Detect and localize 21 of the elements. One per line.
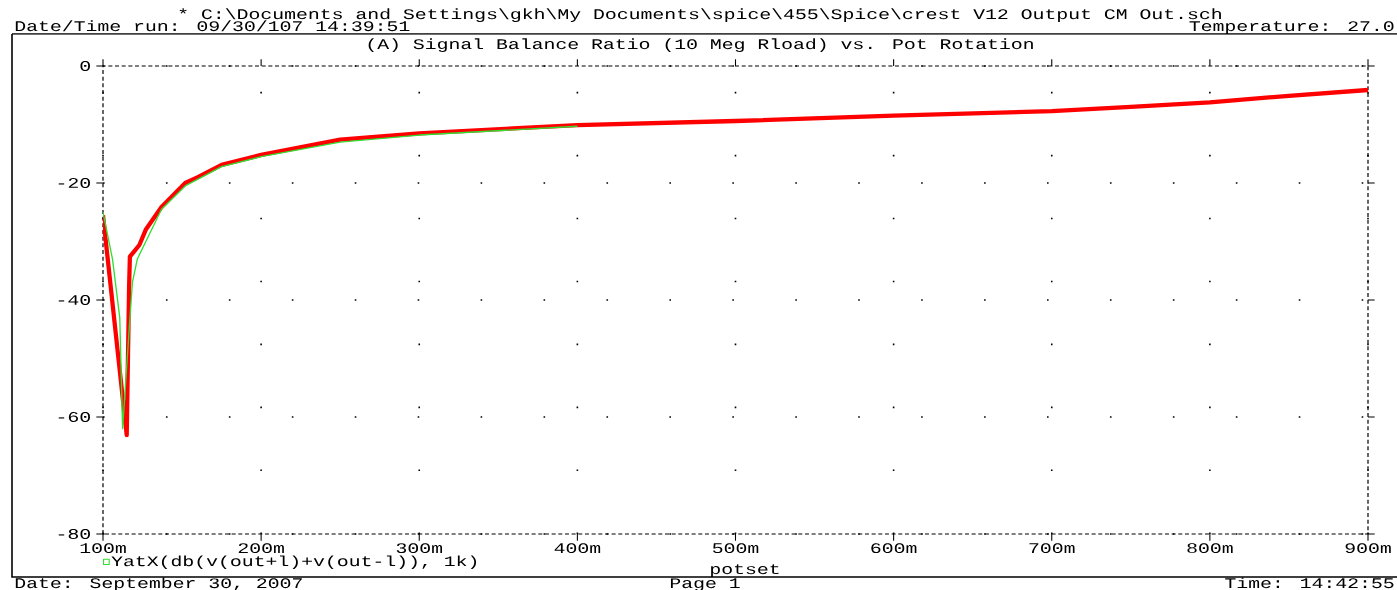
line-series [103,125,579,430]
y-tick-label: -20 [58,178,90,188]
x-tick-label: 300m [396,543,442,554]
y-tick-label: 0 [80,61,90,71]
x-tick-label: 500m [712,543,759,554]
chart-title: (A) Signal Balance Ratio (10 Meg Rload) vs. Pot Rotation [368,38,1033,53]
legend-label: YatX(db(v(out+l)+v(out-l)), 1k) [111,555,477,570]
y-tick-label: -60 [58,412,90,422]
x-tick-label: 400m [554,543,601,554]
x-tick-label: 900m [1345,543,1391,554]
x-tick-label: 600m [871,543,917,554]
x-tick-label: 100m [80,543,126,554]
text: Time: 14:42:55 [1225,577,1394,589]
text: Temperature: 27.0 [1189,21,1394,35]
x-tick-label: 200m [238,543,284,554]
y-tick-label: -80 [58,529,90,539]
x-tick-label: 700m [1029,543,1075,554]
y-tick-label: -40 [58,295,90,305]
x-tick-label: 800m [1187,543,1233,554]
x-axis-title: potset [711,564,779,578]
line-series [103,87,1368,438]
